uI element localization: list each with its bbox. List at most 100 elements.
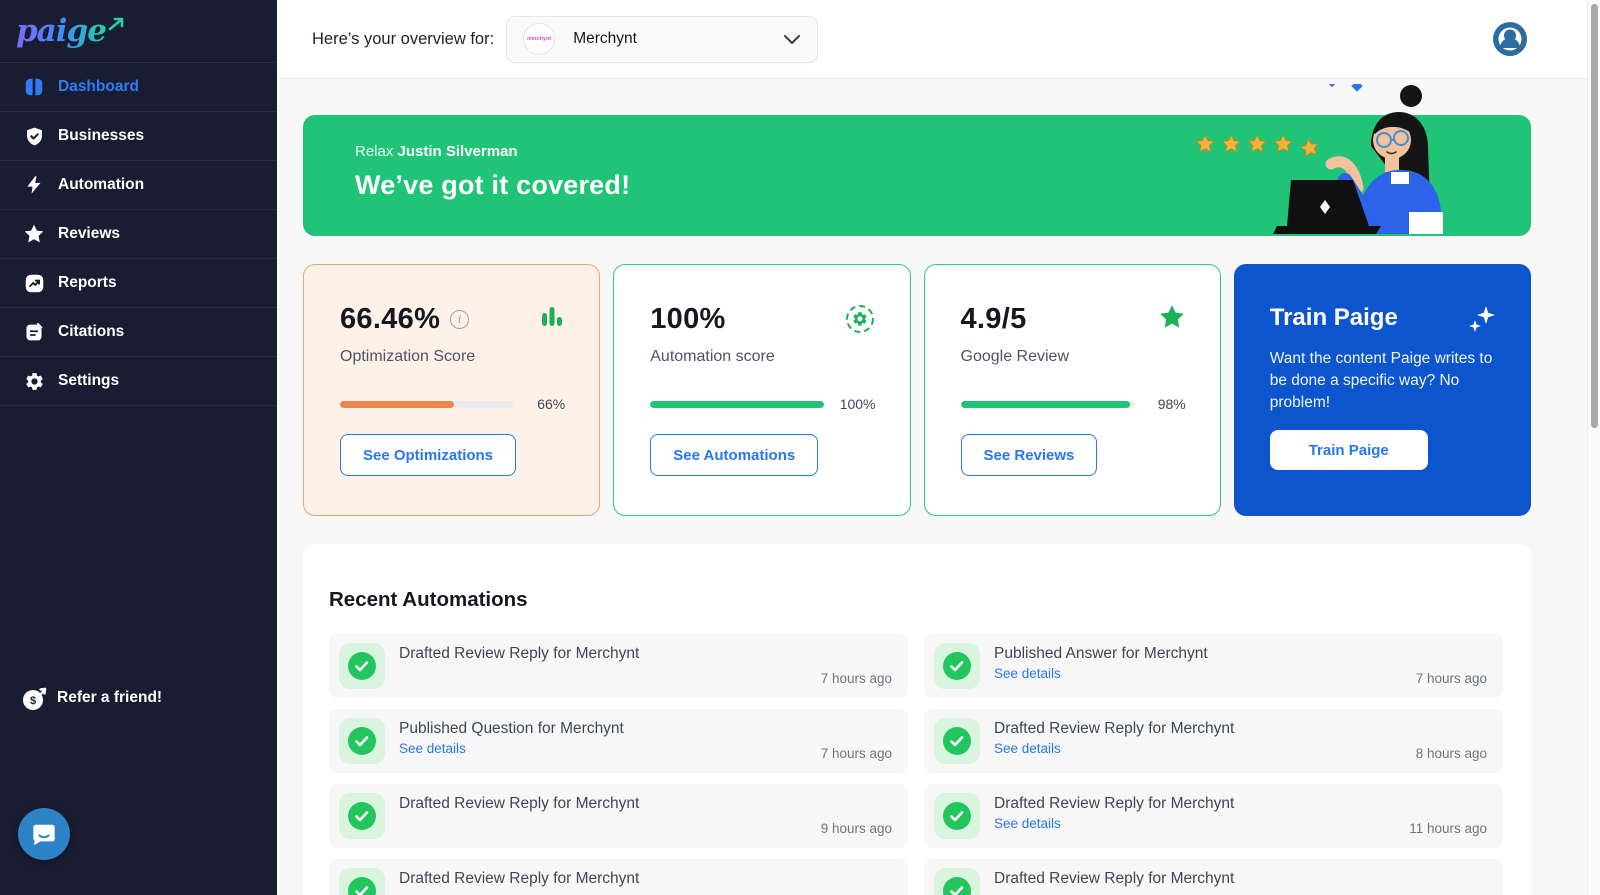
automation-row: Drafted Review Reply for Merchynt See de… bbox=[924, 784, 1503, 848]
greeting-prefix: Relax bbox=[355, 143, 394, 160]
automation-row-time: 7 hours ago bbox=[820, 671, 892, 686]
sidebar-item-label: Dashboard bbox=[58, 78, 139, 95]
automation-row-title: Drafted Review Reply for Merchynt bbox=[994, 870, 1235, 887]
refer-a-friend[interactable]: $ Refer a friend! bbox=[0, 686, 162, 710]
sidebar-item-automation[interactable]: Automation bbox=[0, 161, 277, 210]
chat-bubble-icon bbox=[33, 824, 55, 846]
sidebar-item-reports[interactable]: Reports bbox=[0, 259, 277, 308]
sidebar-item-citations[interactable]: Citations bbox=[0, 308, 277, 357]
see-reviews-button[interactable]: See Reviews bbox=[960, 434, 1098, 476]
overview-label: Here’s your overview for: bbox=[312, 29, 495, 48]
optimization-percent: 66% bbox=[537, 396, 566, 412]
see-optimizations-button[interactable]: See Optimizations bbox=[340, 434, 517, 476]
sidebar-nav: Dashboard Businesses Automation Reviews bbox=[0, 62, 277, 406]
success-check-icon bbox=[339, 793, 385, 839]
info-icon[interactable]: i bbox=[450, 310, 470, 329]
logo-text: paige bbox=[16, 13, 107, 49]
sidebar-item-label: Citations bbox=[58, 323, 125, 340]
automation-row: Drafted Review Reply for Merchynt bbox=[329, 859, 908, 895]
automation-row: Published Question for Merchynt See deta… bbox=[329, 709, 908, 773]
automation-row-title: Drafted Review Reply for Merchynt bbox=[399, 645, 640, 662]
optimization-score-card: 66.46% i Optimization Score 66% See Opti… bbox=[303, 264, 601, 516]
sidebar-item-businesses[interactable]: Businesses bbox=[0, 112, 277, 161]
success-check-icon bbox=[339, 868, 385, 895]
sidebar: paige Dashboard Businesses bbox=[0, 0, 277, 895]
see-automations-button[interactable]: See Automations bbox=[650, 434, 819, 476]
report-chart-icon bbox=[23, 272, 45, 294]
review-value: 4.9/5 bbox=[960, 303, 1027, 335]
document-icon bbox=[23, 321, 45, 343]
review-progress: 98% bbox=[960, 396, 1186, 412]
automation-row: Drafted Review Reply for Merchynt See de… bbox=[924, 709, 1503, 773]
refer-label: Refer a friend! bbox=[57, 689, 163, 706]
google-review-card: 4.9/5 Google Review 98% See Reviews bbox=[923, 264, 1221, 516]
success-check-icon bbox=[934, 718, 980, 764]
automation-progress-fill bbox=[650, 400, 824, 408]
dashboard-icon bbox=[23, 76, 45, 98]
review-label: Google Review bbox=[960, 348, 1070, 365]
svg-text:$: $ bbox=[30, 695, 36, 707]
automation-row-time: 11 hours ago bbox=[1409, 821, 1487, 836]
main-area: Here’s your overview for: merchynt Merch… bbox=[277, 0, 1600, 895]
review-progress-fill bbox=[960, 400, 1131, 408]
automation-row-title: Drafted Review Reply for Merchynt bbox=[994, 720, 1235, 737]
optimization-label: Optimization Score bbox=[340, 348, 476, 365]
automation-row-title: Drafted Review Reply for Merchynt bbox=[994, 795, 1235, 812]
sidebar-item-label: Settings bbox=[58, 372, 120, 389]
chat-launcher-button[interactable] bbox=[18, 808, 70, 860]
automation-score-card: 100% Automation score 100% See Automatio… bbox=[613, 264, 911, 516]
shield-check-icon bbox=[23, 125, 45, 147]
success-check-icon bbox=[339, 643, 385, 689]
user-avatar-icon[interactable] bbox=[1492, 21, 1528, 57]
logo-arrow-icon bbox=[108, 17, 124, 31]
business-selector[interactable]: merchynt Merchynt bbox=[506, 15, 819, 63]
automation-gear-icon bbox=[844, 303, 876, 340]
automation-percent: 100% bbox=[839, 396, 876, 412]
lightning-icon bbox=[23, 174, 45, 196]
success-check-icon bbox=[934, 643, 980, 689]
automation-progress: 100% bbox=[650, 396, 876, 412]
automation-row-title: Published Question for Merchynt bbox=[399, 720, 624, 737]
sparkles-icon bbox=[1469, 306, 1495, 332]
automation-row-time: 9 hours ago bbox=[820, 821, 892, 836]
welcome-banner: Relax Justin Silverman We’ve got it cove… bbox=[303, 84, 1531, 236]
automation-row-title: Drafted Review Reply for Merchynt bbox=[399, 795, 640, 812]
star-icon bbox=[23, 223, 45, 245]
business-avatar-text: merchynt bbox=[527, 36, 552, 42]
scrollbar-track[interactable] bbox=[1587, 0, 1600, 895]
automation-row: Drafted Review Reply for Merchynt 7 hour… bbox=[329, 634, 908, 698]
success-check-icon bbox=[339, 718, 385, 764]
user-name: Justin Silverman bbox=[397, 143, 518, 160]
optimization-value: 66.46% bbox=[340, 303, 441, 335]
success-check-icon bbox=[934, 793, 980, 839]
sidebar-item-label: Reports bbox=[58, 274, 117, 291]
automation-row-time: 8 hours ago bbox=[1415, 746, 1487, 761]
see-details-link[interactable]: See details bbox=[994, 741, 1061, 756]
sidebar-item-reviews[interactable]: Reviews bbox=[0, 210, 277, 259]
scrollbar-thumb[interactable] bbox=[1591, 4, 1598, 428]
logo[interactable]: paige bbox=[0, 0, 277, 62]
see-details-link[interactable]: See details bbox=[994, 666, 1061, 681]
see-details-link[interactable]: See details bbox=[399, 741, 466, 756]
automation-row-time: 7 hours ago bbox=[820, 746, 892, 761]
gear-icon bbox=[23, 370, 45, 392]
chevron-down-icon bbox=[784, 34, 801, 44]
automation-row: Published Answer for Merchynt See detail… bbox=[924, 634, 1503, 698]
sidebar-item-settings[interactable]: Settings bbox=[0, 357, 277, 406]
content: Relax Justin Silverman We’ve got it cove… bbox=[277, 79, 1531, 895]
train-paige-button[interactable]: Train Paige bbox=[1269, 430, 1428, 470]
green-star-icon bbox=[1158, 303, 1186, 336]
banner-headline: We’ve got it covered! bbox=[355, 170, 631, 200]
automation-row-title: Drafted Review Reply for Merchynt bbox=[399, 870, 640, 887]
review-percent: 98% bbox=[1157, 396, 1186, 412]
optimization-progress: 66% bbox=[340, 396, 565, 412]
recent-automations-list: Drafted Review Reply for Merchynt 7 hour… bbox=[329, 634, 1503, 895]
automation-row-title: Published Answer for Merchynt bbox=[994, 645, 1208, 662]
see-details-link[interactable]: See details bbox=[994, 816, 1061, 831]
recent-automations-title: Recent Automations bbox=[329, 588, 528, 611]
banner-greeting: Relax Justin Silverman bbox=[355, 143, 1531, 160]
coin-dollar-icon: $ bbox=[21, 686, 47, 710]
sidebar-item-dashboard[interactable]: Dashboard bbox=[0, 63, 277, 112]
automation-label: Automation score bbox=[650, 348, 775, 365]
